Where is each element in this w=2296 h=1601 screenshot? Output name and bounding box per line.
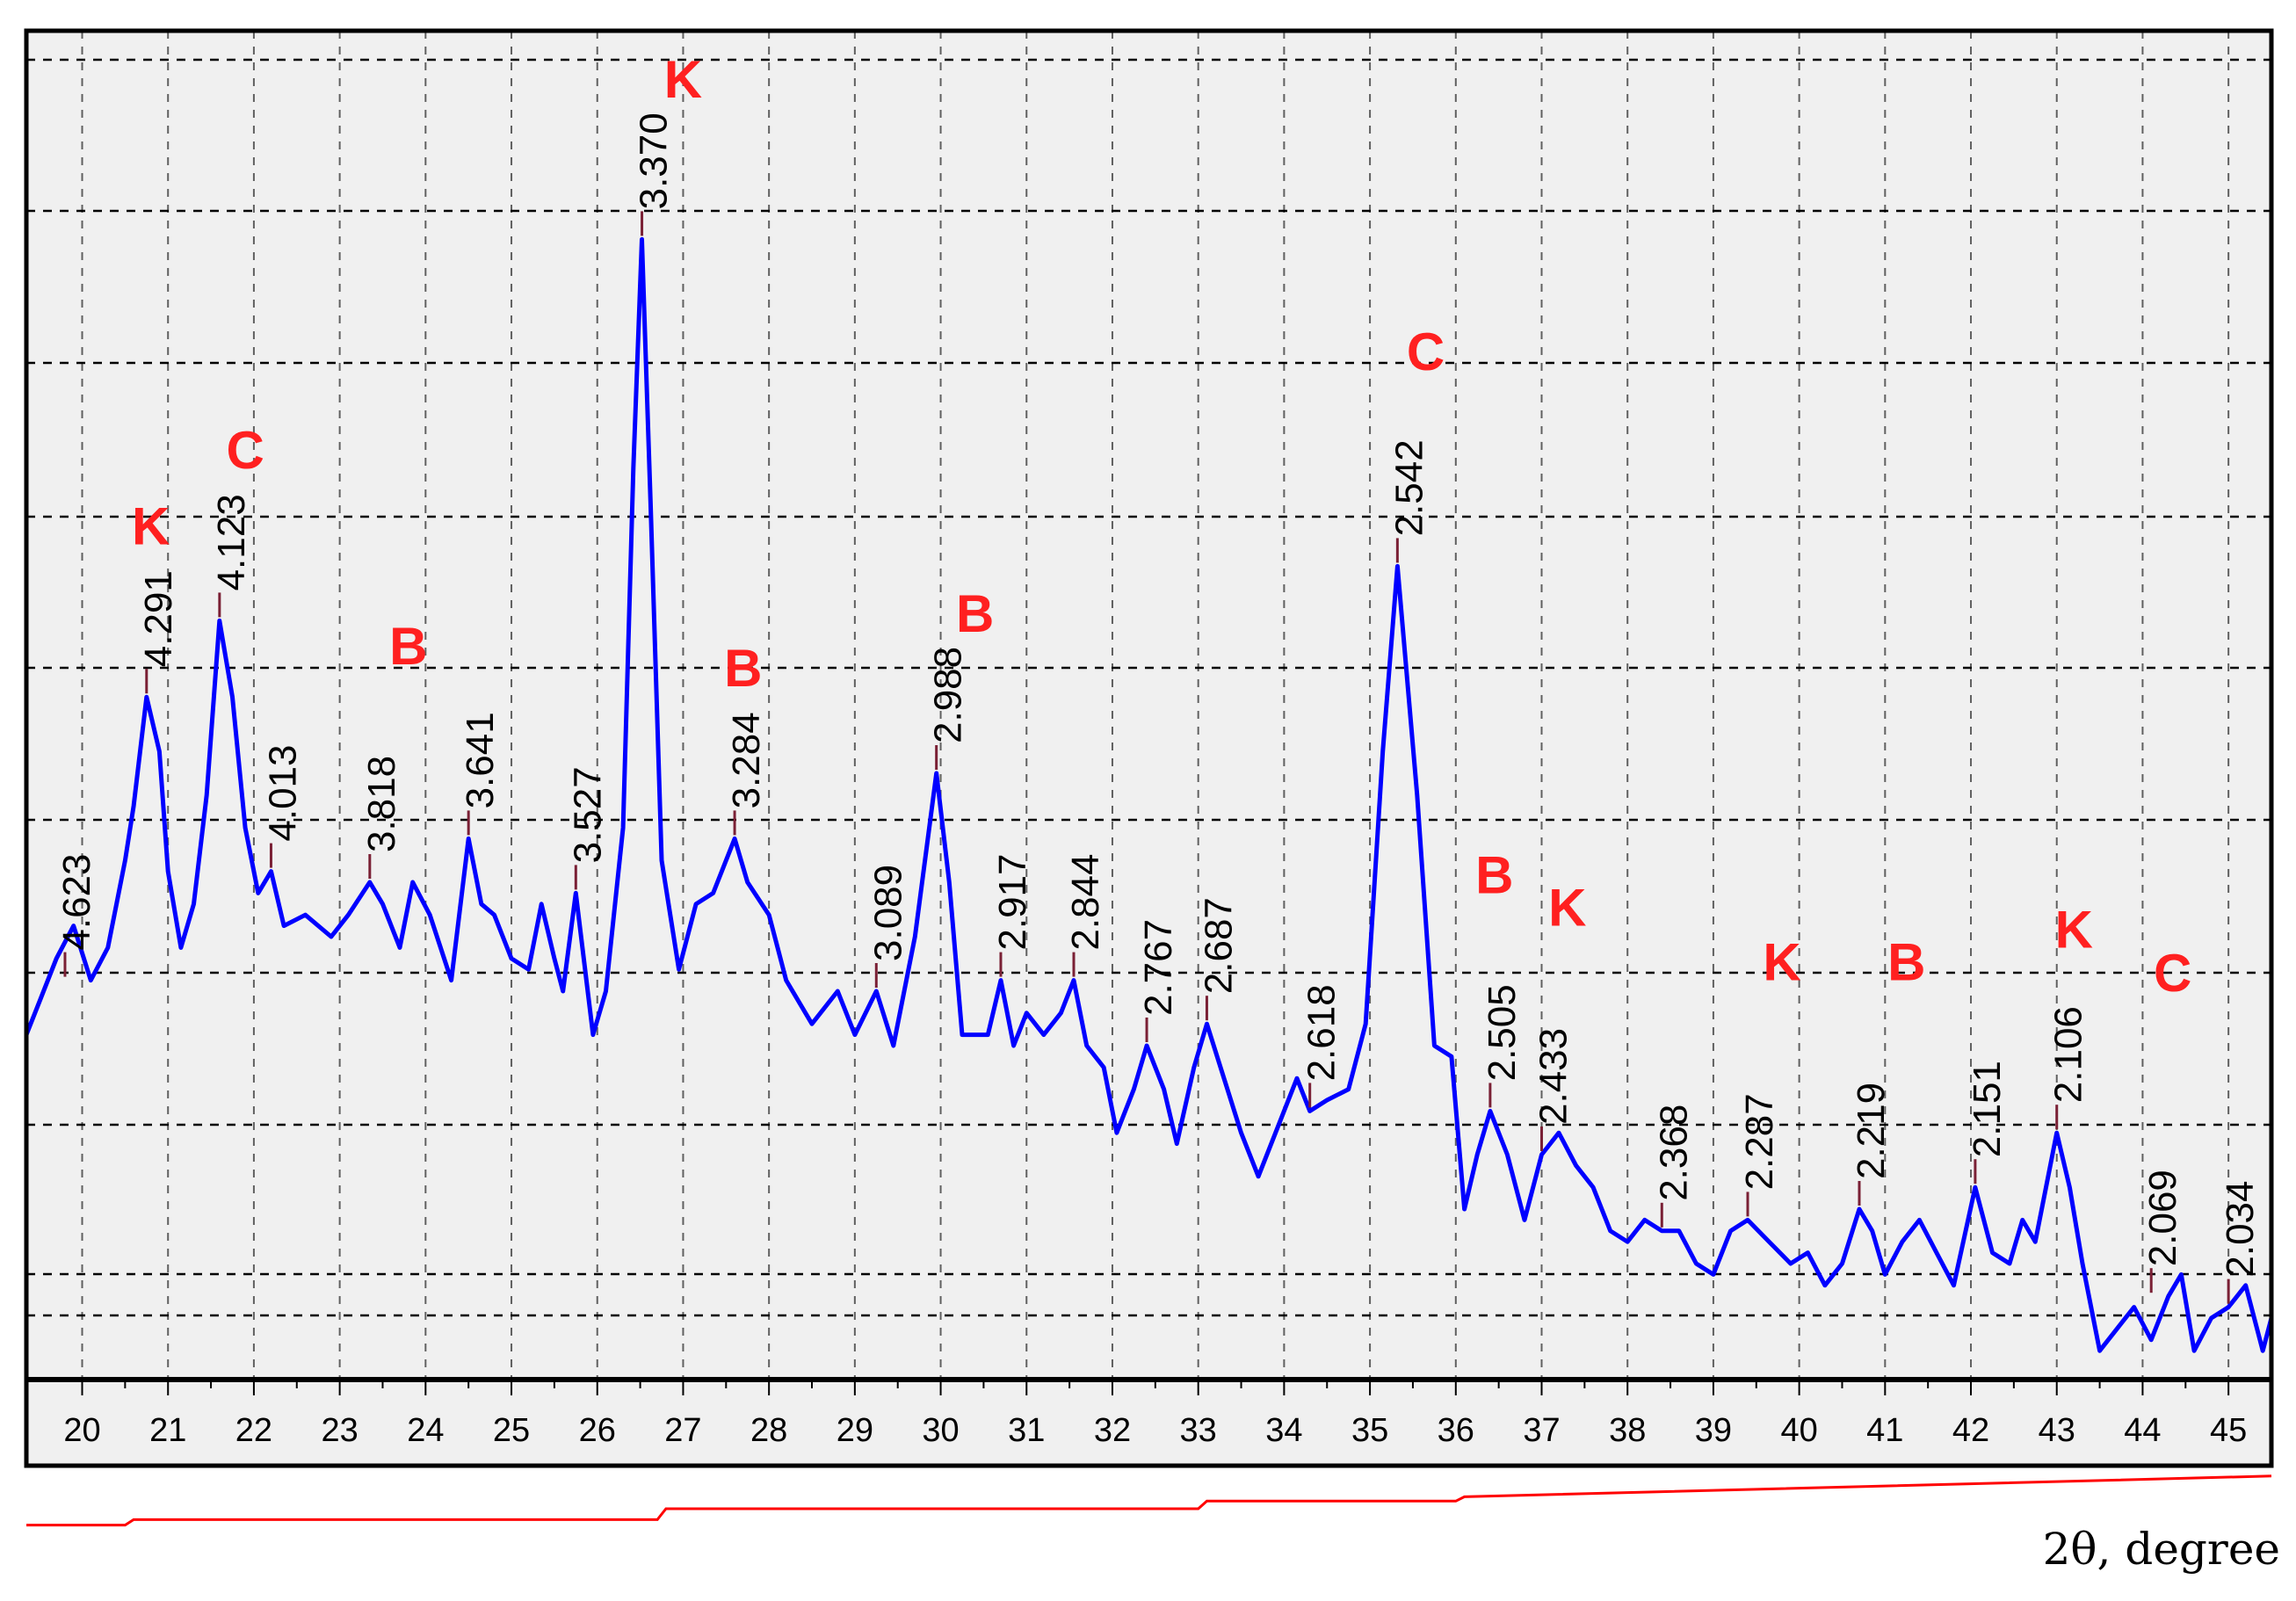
x-tick-label: 22 [235,1412,272,1449]
phase-label: K [1548,879,1586,938]
phase-label: B [1887,933,1925,992]
x-tick-label: 29 [837,1412,873,1449]
x-tick-label: 37 [1523,1412,1560,1449]
peak-d-label: 2.368 [1652,1105,1695,1201]
x-tick-label: 34 [1265,1412,1302,1449]
x-tick-label: 23 [321,1412,358,1449]
peak-d-label: 2.069 [2141,1170,2184,1266]
x-tick-label: 44 [2124,1412,2161,1449]
x-tick-label: 35 [1351,1412,1388,1449]
peak-d-label: 2.917 [991,853,1034,950]
x-tick-label: 25 [493,1412,530,1449]
peak-d-label: 3.284 [725,712,768,808]
x-axis-ticks: 20 21 22 23 24 25 26 27 28 29 30 31 32 33 34 35 36 37 38 39… [63,1380,2247,1449]
peak-d-label: 3.089 [866,865,909,961]
phase-label: C [1407,322,1445,381]
x-tick-label: 41 [1866,1412,1903,1449]
x-axis-title: 2θ, degree [2043,1524,2280,1575]
x-tick-label: 42 [1952,1412,1989,1449]
peak-d-label: 2.433 [1532,1028,1575,1125]
diffraction-pattern-line [24,236,2274,1353]
phase-label: B [956,584,994,643]
peak-d-label: 2.687 [1197,897,1240,994]
peak-d-label: 2.287 [1738,1093,1781,1190]
phase-label: K [664,50,702,109]
peak-d-label: 2.034 [2219,1180,2262,1277]
peak-d-label: 4.013 [261,744,304,841]
peak-d-label: 2.151 [1966,1061,2009,1157]
xaxis-band [26,1380,2271,1466]
peak-d-label: 4.623 [55,853,98,950]
x-tick-label: 20 [63,1412,100,1449]
peak-d-label: 2.988 [927,647,970,743]
peak-d-label: 2.767 [1137,919,1180,1016]
phase-label: K [132,497,170,556]
x-tick-label: 39 [1695,1412,1732,1449]
x-tick-label: 45 [2210,1412,2247,1449]
x-tick-label: 28 [750,1412,787,1449]
plot-background [26,31,2271,1380]
peak-d-label: 2.618 [1300,984,1344,1081]
peak-d-label: 3.641 [459,712,502,808]
x-tick-label: 33 [1180,1412,1217,1449]
x-tick-label: 40 [1780,1412,1817,1449]
phase-label: B [724,639,762,698]
peak-d-label: 2.844 [1064,853,1107,950]
x-tick-label: 26 [579,1412,616,1449]
peak-d-label: 2.505 [1481,984,1524,1081]
phase-label: K [1763,933,1800,992]
pattern-line-layer [24,236,2274,1353]
background-line [26,1474,2272,1527]
grid-lines [26,31,2271,1380]
peak-d-label: 3.370 [633,112,676,209]
x-tick-label: 38 [1609,1412,1646,1449]
phase-label: B [389,617,427,676]
peak-d-label: 2.106 [2047,1006,2090,1103]
x-tick-label: 36 [1438,1412,1474,1449]
phase-label: K [2055,900,2093,959]
peak-d-label: 3.818 [360,756,403,852]
phase-label: C [2154,944,2191,1003]
x-tick-label: 30 [922,1412,959,1449]
peak-marker-layer [63,211,2230,1304]
phase-label: C [226,421,264,480]
peak-d-label: 4.291 [137,570,180,667]
x-tick-label: 27 [664,1412,701,1449]
d-spacing-label-layer: 4.623 4.291 4.123 4.013 3.818 3.641 3.527 3.370… [55,112,2262,1277]
chart-frame [24,28,2274,1468]
background-line-layer [26,1474,2272,1527]
peak-d-label: 4.123 [210,494,253,590]
x-tick-label: 31 [1008,1412,1045,1449]
x-tick-label: 24 [407,1412,444,1449]
phase-label: B [1475,845,1513,904]
x-tick-label: 32 [1094,1412,1131,1449]
peak-d-label: 2.542 [1387,439,1430,536]
peak-d-label: 2.219 [1850,1083,1893,1179]
x-tick-label: 21 [149,1412,186,1449]
peak-d-label: 3.527 [566,766,609,863]
x-tick-label: 43 [2039,1412,2075,1449]
